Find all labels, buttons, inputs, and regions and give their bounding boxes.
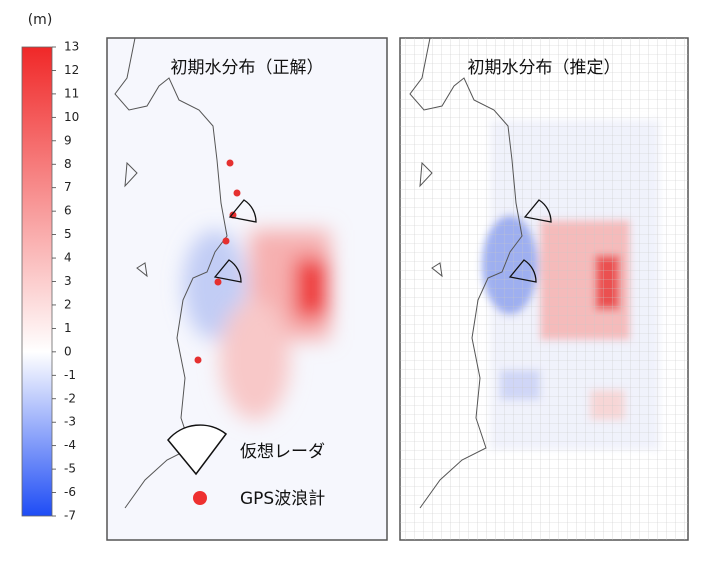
colorbar-tick-label: -4 <box>64 438 76 452</box>
panel-estimate: 初期水分布（推定） <box>399 37 689 541</box>
colorbar-tick-label: -7 <box>64 509 76 523</box>
colorbar-tick-label: 2 <box>64 297 72 311</box>
colorbar-unit: (m) <box>28 12 53 28</box>
colorbar-tick-label: -2 <box>64 391 76 405</box>
colorbar-tick-label: -1 <box>64 368 76 382</box>
colorbar-tick-label: 0 <box>64 344 72 358</box>
colorbar-tick-label: 13 <box>64 40 79 54</box>
colorbar-tick-label: 6 <box>64 204 72 218</box>
colorbar <box>21 46 53 517</box>
colorbar-tick-label: 7 <box>64 180 72 194</box>
colorbar-tick-label: 9 <box>64 133 72 147</box>
legend-radar-icon <box>167 424 228 476</box>
colorbar-tick-label: 4 <box>64 251 72 265</box>
colorbar-tick-label: 12 <box>64 63 79 77</box>
colorbar-tick-label: 1 <box>64 321 72 335</box>
colorbar-tick-label: -3 <box>64 415 76 429</box>
legend-gps-icon <box>193 491 207 505</box>
panel-title: 初期水分布（正解） <box>171 58 324 78</box>
panel-true: 初期水分布（正解） 仮想レーダ GPS波浪計 <box>106 37 388 541</box>
colorbar-tick-label: -6 <box>64 485 76 499</box>
colorbar-tick-label: 8 <box>64 157 72 171</box>
legend-label: GPS波浪計 <box>240 489 325 509</box>
legend-label: 仮想レーダ <box>240 442 325 462</box>
colorbar-tick-label: 5 <box>64 227 72 241</box>
colorbar-tick-label: 11 <box>64 86 79 100</box>
panel-title: 初期水分布（推定） <box>468 58 621 78</box>
colorbar-tick-label: 3 <box>64 274 72 288</box>
colorbar-tick-label: 10 <box>64 110 79 124</box>
colorbar-tick-label: -5 <box>64 462 76 476</box>
